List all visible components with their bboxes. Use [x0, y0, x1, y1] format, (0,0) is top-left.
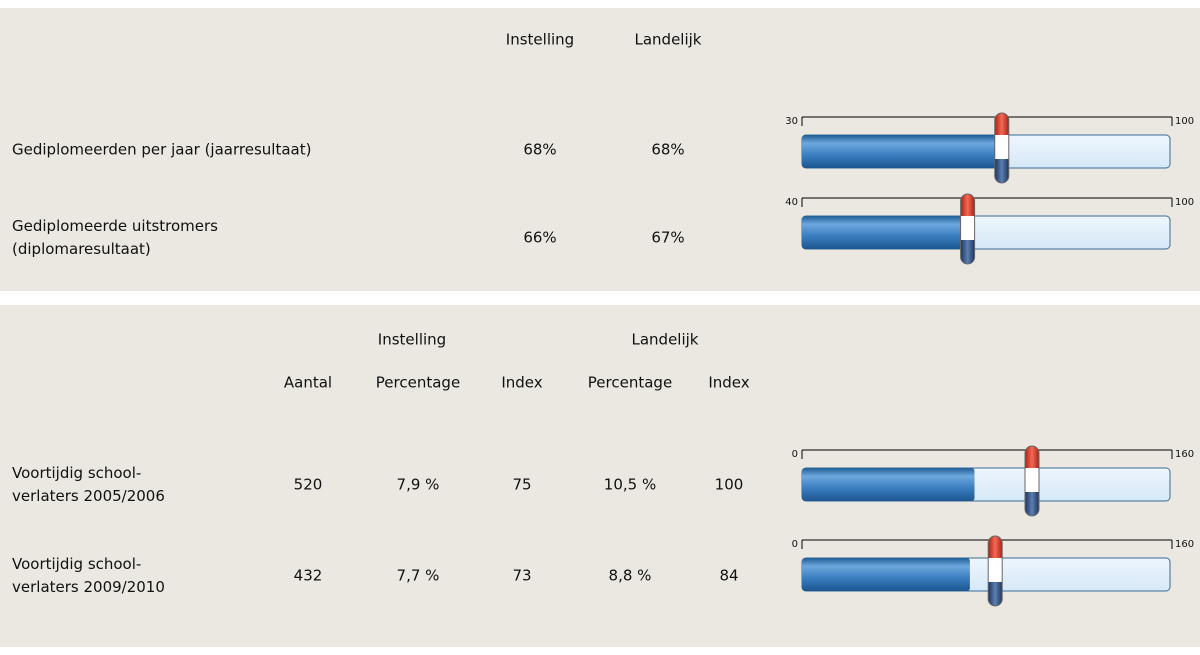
cell: 84 — [719, 567, 738, 585]
cell: 100 — [715, 476, 744, 494]
row-label: Gediplomeerden per jaar (jaarresultaat) — [12, 141, 311, 159]
gauge-fill — [802, 216, 962, 249]
row-label: verlaters 2005/2006 — [12, 487, 165, 505]
scale-max-label: 160 — [1175, 449, 1194, 460]
marker-middle — [988, 558, 1003, 582]
gauge-marker — [987, 535, 1003, 607]
gauge-fill — [802, 468, 975, 501]
cell: 10,5 % — [604, 476, 656, 494]
scale-min-label: 30 — [785, 116, 798, 127]
marker-middle — [1025, 468, 1039, 492]
gauge-marker — [960, 193, 976, 265]
marker-middle — [960, 216, 975, 240]
row-label: (diplomaresultaat) — [12, 240, 151, 258]
marker-outline — [1024, 445, 1040, 517]
cell: 67% — [651, 229, 684, 247]
scale-max-label: 100 — [1175, 116, 1194, 127]
cell: 8,8 % — [609, 567, 652, 585]
row-label: Gediplomeerde uitstromers — [12, 217, 218, 235]
cell: 75 — [512, 476, 531, 494]
column-header: Index — [708, 374, 749, 392]
cell: 432 — [294, 567, 323, 585]
marker-outline — [987, 535, 1003, 607]
scale-max-label: 160 — [1175, 539, 1194, 550]
group-header: Landelijk — [632, 331, 699, 349]
scale-min-label: 0 — [792, 539, 798, 550]
cell: 68% — [523, 141, 556, 159]
column-header: Instelling — [506, 31, 574, 49]
row-label: Voortijdig school- — [12, 555, 141, 573]
row-label: verlaters 2009/2010 — [12, 578, 165, 596]
cell: 66% — [523, 229, 556, 247]
cell: 520 — [294, 476, 323, 494]
group-header: Instelling — [378, 331, 446, 349]
marker-outline — [994, 112, 1010, 184]
cell: 73 — [512, 567, 531, 585]
cell: 68% — [651, 141, 684, 159]
scale-min-label: 40 — [785, 197, 798, 208]
gauge-fill — [802, 135, 1002, 168]
marker-outline — [960, 193, 976, 265]
scale-min-label: 0 — [792, 449, 798, 460]
column-header: Landelijk — [635, 31, 702, 49]
row-label: Voortijdig school- — [12, 464, 141, 482]
gauge-marker — [1024, 445, 1040, 517]
cell: 7,7 % — [397, 567, 440, 585]
cell: 7,9 % — [397, 476, 440, 494]
marker-middle — [994, 135, 1009, 159]
gauge-fill — [802, 558, 970, 591]
gauge-marker — [994, 112, 1010, 184]
column-header: Percentage — [588, 374, 672, 392]
column-header: Percentage — [376, 374, 460, 392]
column-header: Index — [501, 374, 542, 392]
scale-max-label: 100 — [1175, 197, 1194, 208]
column-header: Aantal — [284, 374, 332, 392]
